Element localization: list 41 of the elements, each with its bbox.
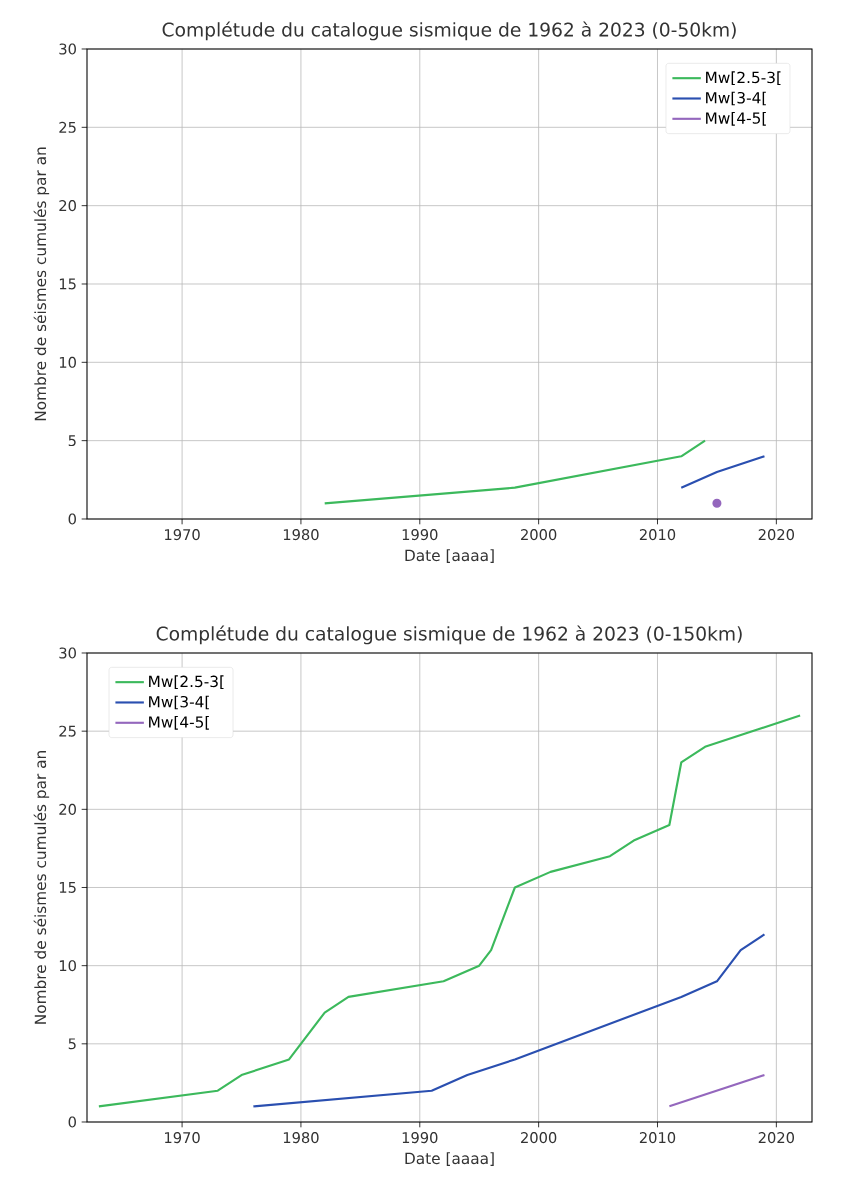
legend-label: Mw[2.5-3[	[149, 675, 224, 690]
x-tick-label: 1980	[283, 1132, 319, 1144]
y-tick-label: 30	[59, 647, 76, 659]
y-tick-label: 15	[59, 882, 76, 893]
legend-label: Mw[4-5[	[706, 111, 766, 126]
x-tick-label: 1980	[283, 529, 319, 541]
y-tick-label: 0	[68, 513, 76, 525]
x-axis-title: Date [aaaa]	[405, 1152, 494, 1166]
x-tick-label: 2010	[639, 529, 676, 541]
y-tick-label: 20	[59, 803, 76, 815]
legend-label: Mw[3-4[	[706, 91, 766, 106]
x-tick-label: 2020	[758, 529, 795, 541]
y-tick-label: 20	[59, 200, 76, 212]
x-tick-label: 1990	[402, 1132, 438, 1144]
y-tick-label: 25	[59, 725, 76, 737]
line-series	[97, 714, 802, 1108]
line-series	[323, 439, 707, 505]
x-tick-label: 2000	[521, 529, 557, 541]
y-tick-label: 10	[59, 356, 76, 368]
y-tick-label: 10	[59, 960, 76, 972]
legend-label: Mw[4-5[	[149, 715, 209, 730]
y-tick-label: 5	[68, 435, 76, 447]
x-tick-label: 2020	[758, 1132, 795, 1144]
y-axis-title: Nombre de séismes cumulés par an	[33, 147, 50, 421]
y-tick-label: 30	[59, 43, 76, 55]
x-tick-label: 2000	[521, 1132, 557, 1144]
x-tick-label: 1970	[165, 529, 200, 541]
y-tick-label: 25	[59, 121, 76, 133]
y-tick-label: 0	[68, 1116, 76, 1128]
legend-label: Mw[2.5-3[	[706, 71, 781, 86]
x-tick-label: 1970	[165, 1132, 200, 1144]
legend-label: Mw[3-4[	[149, 695, 209, 710]
chart-title: Complétude du catalogue sismique de 1962 à 2023 (0-150km)	[156, 625, 742, 645]
x-tick-label: 1990	[402, 529, 438, 541]
y-axis-title: Nombre de séismes cumulés par an	[33, 751, 50, 1024]
y-tick-label: 15	[59, 278, 76, 290]
line-series	[252, 933, 766, 1108]
chart-title: Complétude du catalogue sismique de 1962 à 2023 (0-50km)	[162, 21, 736, 41]
y-tick-label: 5	[68, 1038, 76, 1050]
x-tick-label: 2010	[639, 1132, 676, 1144]
x-axis-title: Date [aaaa]	[405, 549, 494, 563]
